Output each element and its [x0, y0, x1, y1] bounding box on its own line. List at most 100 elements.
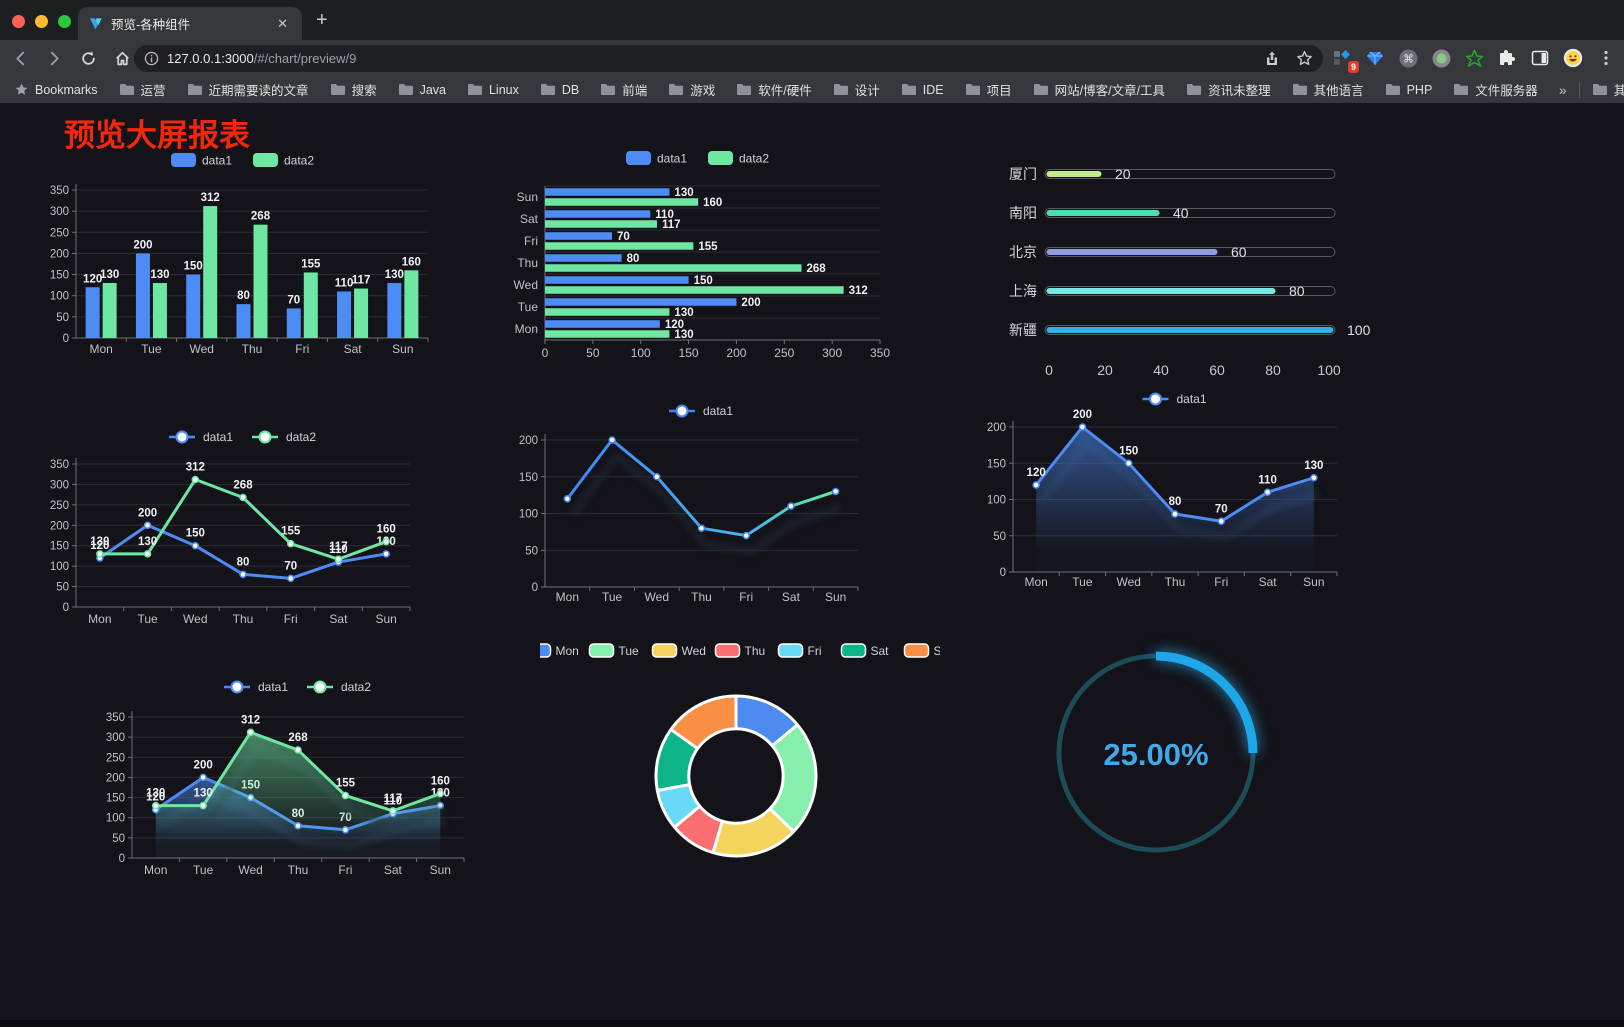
extension-components-icon[interactable]: 9 [1332, 48, 1359, 73]
extension-command-icon[interactable]: ⌘ [1398, 48, 1418, 68]
bookmark-item[interactable]: 搜索 [330, 80, 377, 99]
bookmark-star-icon[interactable] [1296, 50, 1313, 67]
chart-canvas: data1 data2 0 50 100 150 200 250 300 350 Mon Tue Wed… [50, 153, 429, 356]
profile-avatar[interactable] [1563, 48, 1583, 68]
svg-text:Thu: Thu [233, 612, 254, 626]
svg-text:0: 0 [63, 602, 69, 614]
bookmark-item-bookmarks[interactable]: Bookmarks [14, 82, 98, 97]
svg-text:data1: data1 [1177, 392, 1207, 406]
svg-text:350: 350 [106, 712, 125, 724]
svg-text:130: 130 [1304, 460, 1323, 472]
extension-green-star-icon[interactable] [1464, 48, 1484, 68]
svg-text:Wed: Wed [189, 342, 213, 356]
svg-text:110: 110 [384, 796, 403, 808]
bookmark-item[interactable]: 资讯未整理 [1186, 80, 1271, 99]
svg-text:160: 160 [431, 776, 450, 788]
extensions-puzzle-icon[interactable] [1497, 48, 1517, 68]
reload-button[interactable] [74, 44, 102, 72]
svg-text:Tue: Tue [137, 612, 158, 626]
bookmark-item[interactable]: DB [540, 83, 579, 97]
chart-grouped-bar: data1 data2 0 50 100 150 200 250 300 350 Mon Tue Wed… [40, 148, 450, 366]
folder-icon [737, 84, 752, 95]
bookmark-item[interactable]: 文件服务器 [1453, 80, 1538, 99]
svg-text:0: 0 [542, 346, 549, 360]
site-info-icon[interactable] [144, 51, 159, 66]
svg-text:Sat: Sat [384, 863, 403, 877]
tab-title: 预览-各种组件 [111, 18, 191, 32]
divider [1578, 81, 1580, 98]
svg-text:160: 160 [377, 524, 396, 536]
bookmark-item[interactable]: 其他语言 [1292, 80, 1364, 99]
svg-text:200: 200 [133, 239, 152, 251]
svg-text:0: 0 [1000, 567, 1006, 579]
svg-text:50: 50 [56, 312, 69, 324]
window-minimize-button[interactable] [35, 15, 48, 28]
bookmark-item[interactable]: Linux [467, 83, 519, 97]
svg-text:130: 130 [90, 536, 109, 548]
window-zoom-button[interactable] [58, 15, 71, 28]
bookmark-item[interactable]: 近期需要读的文章 [187, 80, 309, 99]
svg-text:100: 100 [631, 346, 651, 360]
svg-text:0: 0 [119, 853, 125, 865]
svg-text:100: 100 [1347, 322, 1371, 338]
bookmark-item[interactable]: 项目 [965, 80, 1012, 99]
svg-text:Sun: Sun [430, 863, 451, 877]
bookmark-item[interactable]: 运营 [119, 80, 166, 99]
svg-text:312: 312 [241, 714, 260, 726]
svg-text:0: 0 [532, 582, 538, 594]
other-bookmarks-folder[interactable]: 其他书签 [1592, 80, 1624, 99]
svg-text:160: 160 [402, 256, 421, 268]
bookmark-item[interactable]: Java [398, 83, 446, 97]
new-tab-button[interactable]: + [316, 9, 328, 31]
svg-text:80: 80 [237, 556, 250, 568]
chart-line-gradient: data1 0 50 100 150 200 Mon Tue Wed Thu Fri Sat Sun [495, 398, 890, 613]
bookmark-item[interactable]: IDE [901, 83, 944, 97]
url-text: 127.0.0.1:3000/#/chart/preview/9 [167, 51, 356, 66]
svg-text:312: 312 [186, 462, 205, 474]
svg-text:50: 50 [586, 346, 600, 360]
tab-strip: 预览-各种组件 ✕ + [0, 0, 1624, 40]
share-icon[interactable] [1264, 50, 1280, 67]
svg-text:130: 130 [385, 269, 404, 281]
svg-text:Sat: Sat [871, 644, 890, 658]
bookmark-label: 搜索 [351, 84, 377, 98]
svg-text:250: 250 [774, 346, 794, 360]
svg-text:Thu: Thu [288, 863, 309, 877]
svg-text:100: 100 [1317, 362, 1341, 378]
bookmark-item[interactable]: 游戏 [668, 80, 715, 99]
svg-text:130: 130 [150, 269, 169, 281]
chart-donut: Mon Tue Wed Thu Fri Sat Sun [525, 638, 955, 890]
bookmark-label: 近期需要读的文章 [208, 84, 309, 98]
bookmark-item[interactable]: 设计 [833, 80, 880, 99]
bookmark-item[interactable]: 软件/硬件 [736, 80, 812, 99]
tab-close-icon[interactable]: ✕ [277, 15, 288, 31]
side-panel-icon[interactable] [1530, 48, 1550, 68]
bookmark-item[interactable]: PHP [1385, 83, 1432, 97]
svg-text:155: 155 [301, 258, 321, 270]
browser-menu-icon[interactable] [1596, 48, 1616, 68]
extension-recorder-icon[interactable] [1431, 48, 1451, 68]
extension-gem-icon[interactable] [1365, 48, 1385, 68]
bookmark-item[interactable]: 前端 [600, 80, 647, 99]
back-button[interactable] [6, 44, 34, 72]
forward-button[interactable] [40, 44, 68, 72]
bookmark-item[interactable]: 网站/博客/文章/工具 [1033, 80, 1165, 99]
folder-icon [119, 84, 134, 95]
svg-text:data1: data1 [203, 430, 233, 444]
svg-text:200: 200 [726, 346, 746, 360]
svg-text:130: 130 [194, 788, 213, 800]
svg-text:117: 117 [384, 793, 403, 805]
svg-text:Tue: Tue [602, 590, 623, 604]
window-close-button[interactable] [12, 15, 25, 28]
home-button[interactable] [108, 44, 136, 72]
folder-icon [1292, 84, 1307, 95]
svg-text:Sat: Sat [520, 212, 539, 226]
address-bar[interactable]: 127.0.0.1:3000/#/chart/preview/9 [134, 45, 1323, 72]
svg-text:data1: data1 [202, 154, 232, 168]
url-path: /#/chart/preview/9 [253, 51, 357, 66]
svg-text:300: 300 [822, 346, 842, 360]
browser-tab[interactable]: 预览-各种组件 ✕ [78, 7, 302, 40]
bookmarks-overflow-chevron[interactable]: » [1558, 81, 1567, 98]
svg-text:200: 200 [50, 520, 69, 532]
svg-text:Fri: Fri [338, 863, 352, 877]
